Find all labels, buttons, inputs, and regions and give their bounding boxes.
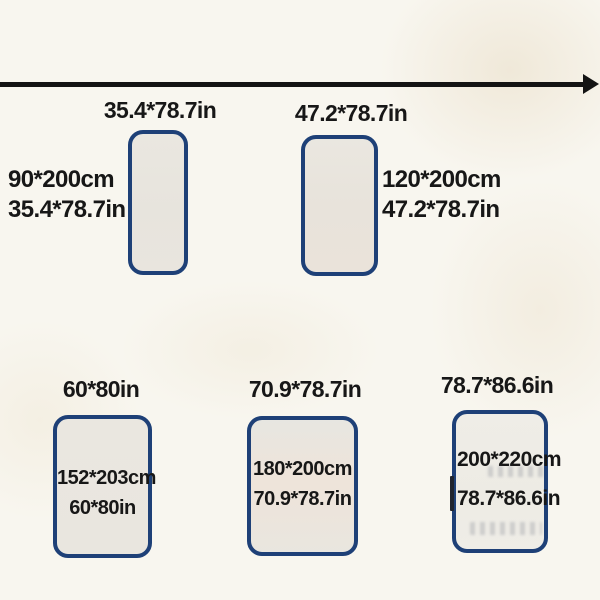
size-labels-200x220: 200*220cm 78.7*86.6in — [457, 440, 562, 518]
erased-text-mark — [470, 522, 542, 535]
label-in: 35.4*78.7in — [8, 196, 126, 223]
label-in: 70.9*78.7in — [253, 488, 352, 510]
size-rect-120x200 — [301, 135, 378, 276]
size-header-120x200: 47.2*78.7in — [294, 100, 408, 126]
label-cm: 152*203cm — [57, 467, 156, 489]
background-texture — [380, 0, 600, 180]
label-cm: 90*200cm — [8, 166, 115, 193]
label-cm: 180*200cm — [253, 458, 352, 480]
arrow-right-icon — [583, 74, 599, 94]
label-cm: 200*220cm — [457, 448, 562, 471]
size-rect-200x220: 200*220cm 78.7*86.6in — [452, 410, 562, 553]
size-header-180x200: 70.9*78.7in — [248, 376, 362, 402]
arrow-line — [0, 82, 586, 87]
label-in: 60*80in — [69, 497, 136, 519]
label-cm: 120*200cm — [382, 166, 501, 193]
size-labels-90x200: 90*200cm 35.4*78.7in — [8, 165, 126, 225]
size-header-152x203: 60*80in — [62, 376, 140, 402]
size-labels-152x203: 152*203cm 60*80in — [57, 463, 156, 523]
size-rect-152x203: 152*203cm 60*80in — [53, 415, 156, 558]
smudge-mark — [450, 476, 454, 511]
size-header-90x200: 35.4*78.7in — [103, 97, 217, 123]
label-in: 78.7*86.6in — [457, 487, 561, 510]
size-header-200x220: 78.7*86.6in — [440, 372, 554, 398]
size-rect-180x200: 180*200cm 70.9*78.7in — [247, 416, 358, 556]
size-labels-120x200: 120*200cm 47.2*78.7in — [382, 165, 501, 225]
size-labels-180x200: 180*200cm 70.9*78.7in — [251, 454, 354, 514]
label-in: 47.2*78.7in — [382, 196, 500, 223]
size-rect-90x200 — [128, 130, 188, 275]
